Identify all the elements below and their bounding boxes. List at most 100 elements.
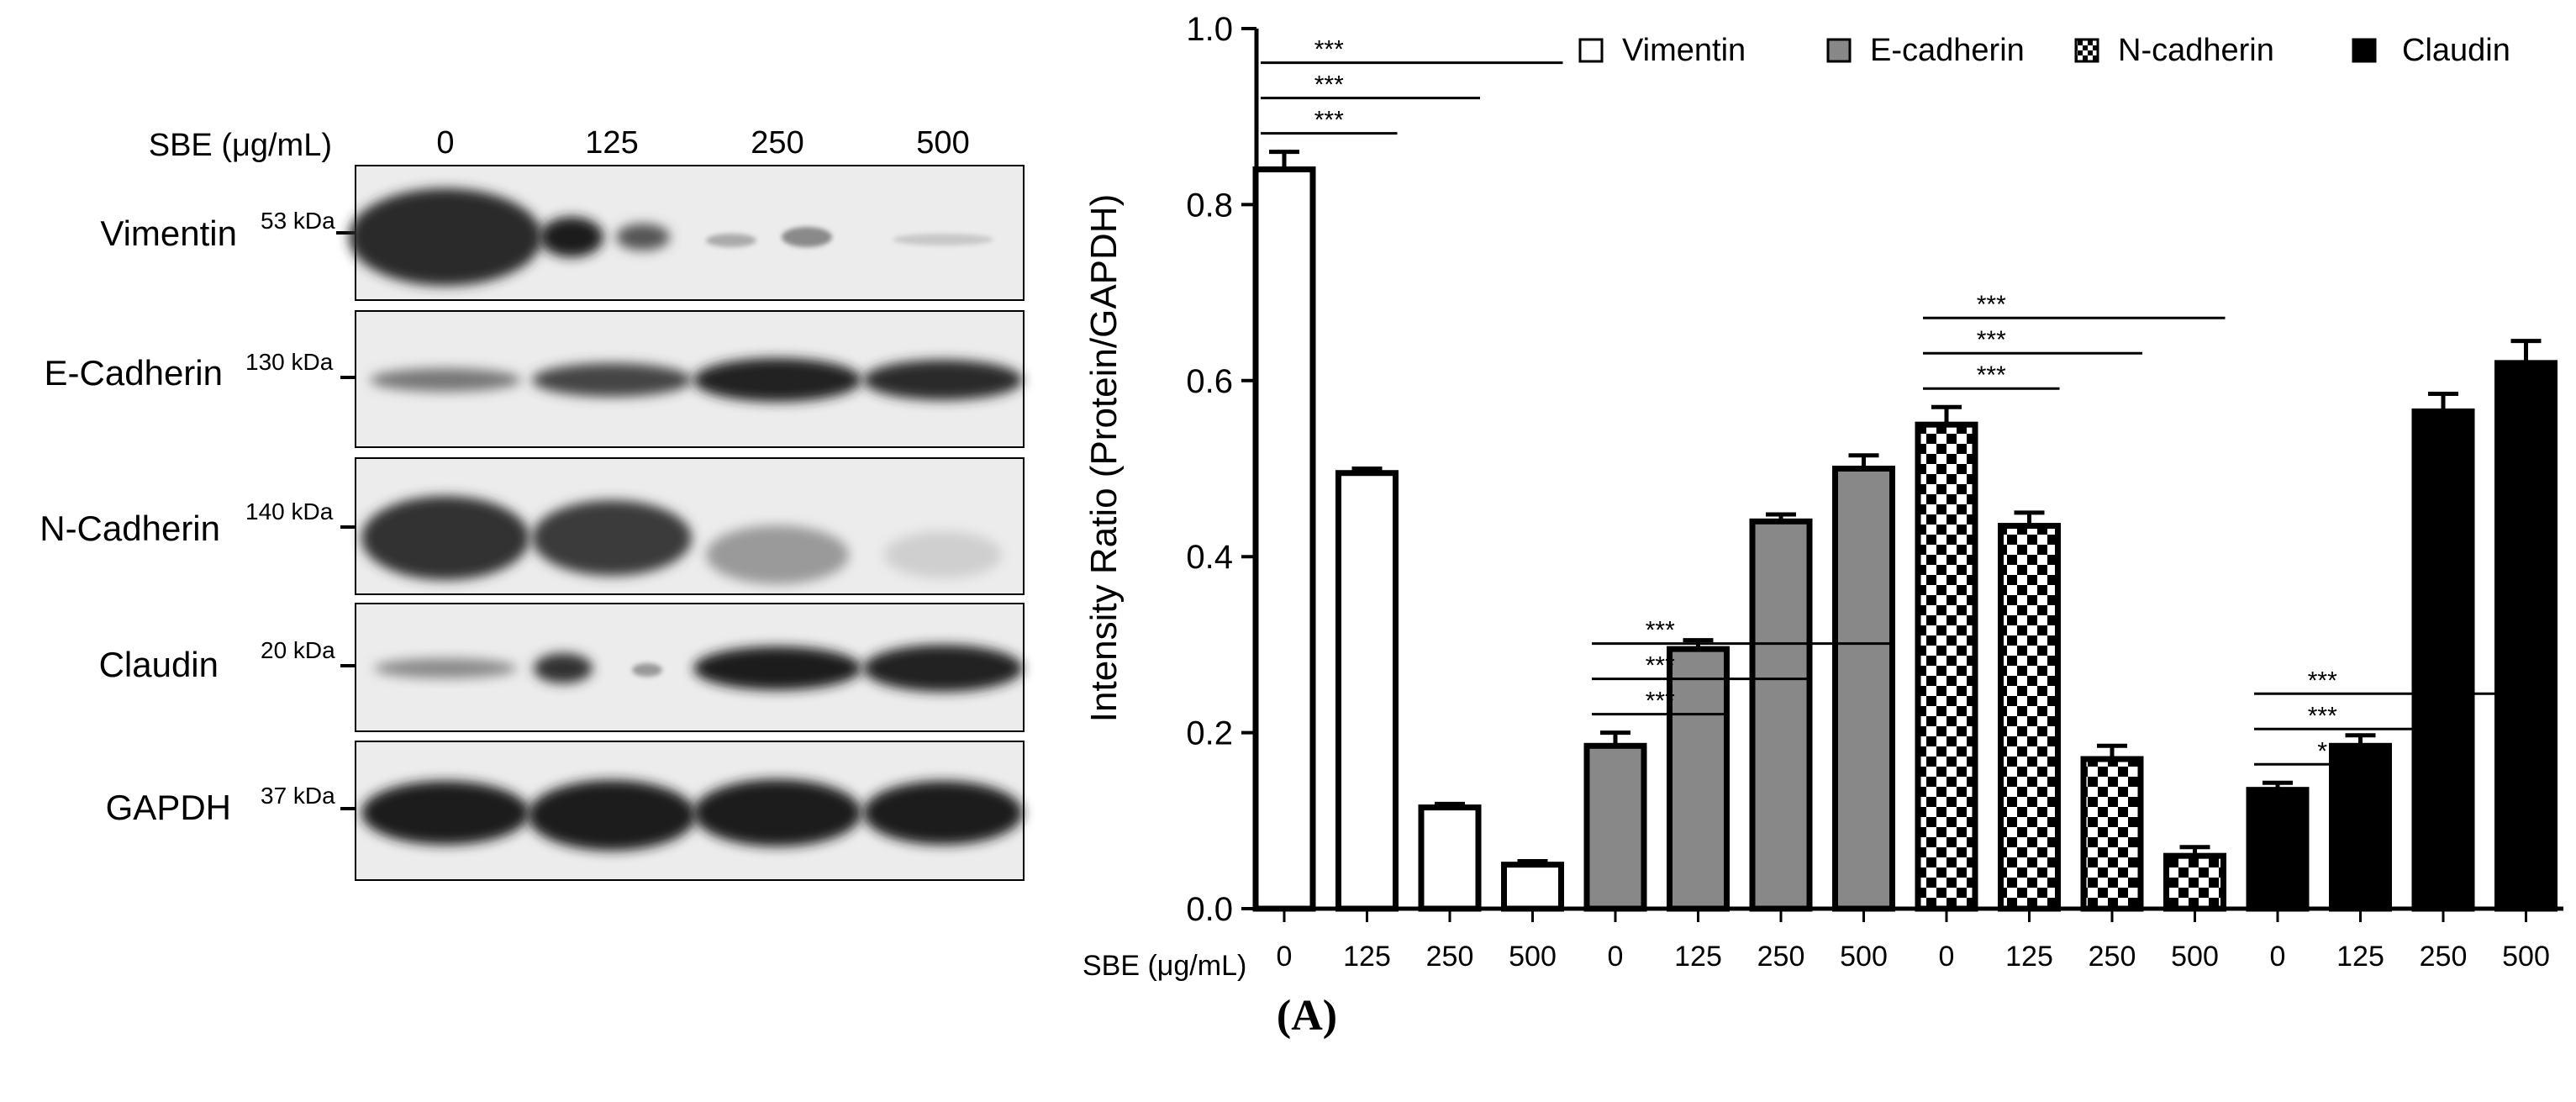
bar-e-cadherin-125 bbox=[1667, 646, 1730, 912]
y-tick-label: 0.6 bbox=[1186, 363, 1233, 400]
y-tick-label: 1.0 bbox=[1186, 11, 1233, 48]
x-tick-label: 500 bbox=[1509, 941, 1557, 973]
y-tick-label: 0.0 bbox=[1186, 891, 1233, 928]
bar-chart: Intensity Ratio (Protein/GAPDH) 0.0 0.2 0.… bbox=[1083, 11, 2563, 982]
x-tick-label: 250 bbox=[1426, 941, 1474, 973]
blot-band bbox=[528, 780, 696, 851]
blot-marker-label: 53 kDa bbox=[261, 208, 335, 234]
blot-marker-label: 130 kDa bbox=[245, 349, 334, 375]
chart-legend: Vimentin E-cadherin N-cadherin Claudin bbox=[1578, 33, 2510, 68]
blot-band bbox=[693, 646, 861, 690]
blot-band bbox=[632, 663, 662, 677]
blot-band bbox=[863, 360, 1023, 400]
blot-strip-gapdh bbox=[355, 741, 1025, 881]
legend-label: E-cadherin bbox=[1870, 33, 2025, 68]
blot-band bbox=[863, 645, 1023, 692]
bar-n-cadherin-500 bbox=[2163, 852, 2226, 912]
significance-label: *** bbox=[1646, 688, 1675, 715]
blot-marker-label: 20 kDa bbox=[261, 637, 335, 663]
blot-band bbox=[361, 496, 529, 580]
significance-label: *** bbox=[1646, 652, 1675, 680]
y-tick-label: 0.4 bbox=[1186, 539, 1233, 576]
blot-band bbox=[706, 234, 756, 247]
x-tick-label: 0 bbox=[1277, 941, 1293, 973]
bar-claudin-250 bbox=[2411, 408, 2475, 912]
significance-annotations: ********************************** bbox=[1261, 36, 2557, 766]
legend-swatch-e-cadherin bbox=[1826, 38, 1852, 63]
blot-band bbox=[370, 368, 521, 392]
blot-band bbox=[534, 653, 593, 683]
significance-label: *** bbox=[1314, 36, 1344, 64]
blot-protein-label: Claudin bbox=[99, 645, 219, 684]
significance-label: *** bbox=[2308, 702, 2337, 730]
x-tick-label: 125 bbox=[2005, 941, 2053, 973]
blot-band bbox=[349, 188, 542, 286]
blot-band bbox=[693, 358, 861, 402]
significance-label: *** bbox=[1314, 107, 1344, 134]
legend-swatch-n-cadherin bbox=[2074, 38, 2099, 63]
blot-protein-label: Vimentin bbox=[100, 214, 237, 253]
x-tick-label: 0 bbox=[2270, 941, 2286, 973]
blot-protein-label: GAPDH bbox=[106, 788, 231, 827]
significance-label: * bbox=[2317, 737, 2327, 765]
bar-vimentin-125 bbox=[1335, 470, 1399, 912]
blot-strip-vimentin bbox=[349, 165, 1025, 301]
blot-sbe-header: SBE (μg/mL) bbox=[149, 128, 332, 163]
significance-label: *** bbox=[1314, 71, 1344, 99]
x-tick-label: 250 bbox=[1757, 941, 1805, 973]
blot-band bbox=[374, 658, 517, 678]
y-tick-label: 0.8 bbox=[1186, 187, 1233, 224]
blot-band bbox=[361, 781, 529, 845]
blot-band bbox=[863, 781, 1023, 845]
bar-claudin-0 bbox=[2246, 787, 2310, 912]
legend-swatch-claudin bbox=[2352, 38, 2377, 63]
blot-band bbox=[782, 227, 832, 247]
bar-e-cadherin-250 bbox=[1749, 518, 1813, 912]
bar-e-cadherin-0 bbox=[1583, 742, 1647, 912]
x-tick-label: 125 bbox=[1674, 941, 1722, 973]
blot-band bbox=[616, 224, 670, 250]
blot-lane-label: 125 bbox=[585, 125, 638, 161]
x-tick-label: 125 bbox=[2336, 941, 2384, 973]
y-axis-label: Intensity Ratio (Protein/GAPDH) bbox=[1083, 194, 1125, 722]
blot-lane-label: 0 bbox=[436, 125, 454, 161]
blot-lane-label: 250 bbox=[751, 125, 803, 161]
x-axis-label: SBE (μg/mL) bbox=[1083, 950, 1246, 982]
y-tick-label: 0.2 bbox=[1186, 715, 1233, 752]
x-tick-label: 250 bbox=[2089, 941, 2136, 973]
x-tick-label: 500 bbox=[1840, 941, 1888, 973]
x-tick-label: 0 bbox=[1608, 941, 1624, 973]
blot-band bbox=[693, 779, 861, 846]
significance-label: *** bbox=[1646, 617, 1675, 645]
legend-swatch-vimentin bbox=[1578, 38, 1604, 63]
significance-label: *** bbox=[2308, 667, 2337, 694]
blot-protein-label: E-Cadherin bbox=[45, 353, 223, 393]
blot-protein-label: N-Cadherin bbox=[40, 509, 220, 548]
bar-vimentin-250 bbox=[1418, 804, 1482, 912]
legend-label: N-cadherin bbox=[2118, 33, 2274, 68]
significance-label: *** bbox=[1977, 361, 2006, 389]
x-tick-label: 500 bbox=[2502, 941, 2550, 973]
significance-label: *** bbox=[1977, 326, 2006, 354]
blot-band bbox=[532, 500, 692, 576]
blot-strip-claudin bbox=[355, 603, 1025, 732]
chart-bars bbox=[1252, 150, 2558, 912]
x-tick-label: 250 bbox=[2420, 941, 2468, 973]
legend-label: Claudin bbox=[2402, 33, 2510, 68]
x-tick-labels: 0 125 250 500 0 125 250 500 0 125 250 500 0 125 250 500 bbox=[1277, 909, 2550, 973]
bar-claudin-500 bbox=[2494, 360, 2558, 912]
bar-vimentin-500 bbox=[1501, 862, 1564, 912]
blot-band bbox=[884, 531, 1002, 578]
bar-vimentin-0 bbox=[1252, 166, 1316, 912]
bar-claudin-125 bbox=[2329, 742, 2392, 912]
blot-band bbox=[893, 234, 993, 245]
blot-band bbox=[540, 217, 603, 257]
bar-n-cadherin-250 bbox=[2080, 756, 2144, 912]
x-tick-label: 125 bbox=[1343, 941, 1391, 973]
blot-band bbox=[706, 525, 849, 584]
significance-label: *** bbox=[1977, 291, 2006, 319]
legend-label: Vimentin bbox=[1622, 33, 1746, 68]
blot-lane-label: 500 bbox=[916, 125, 969, 161]
bar-n-cadherin-0 bbox=[1915, 421, 1978, 912]
